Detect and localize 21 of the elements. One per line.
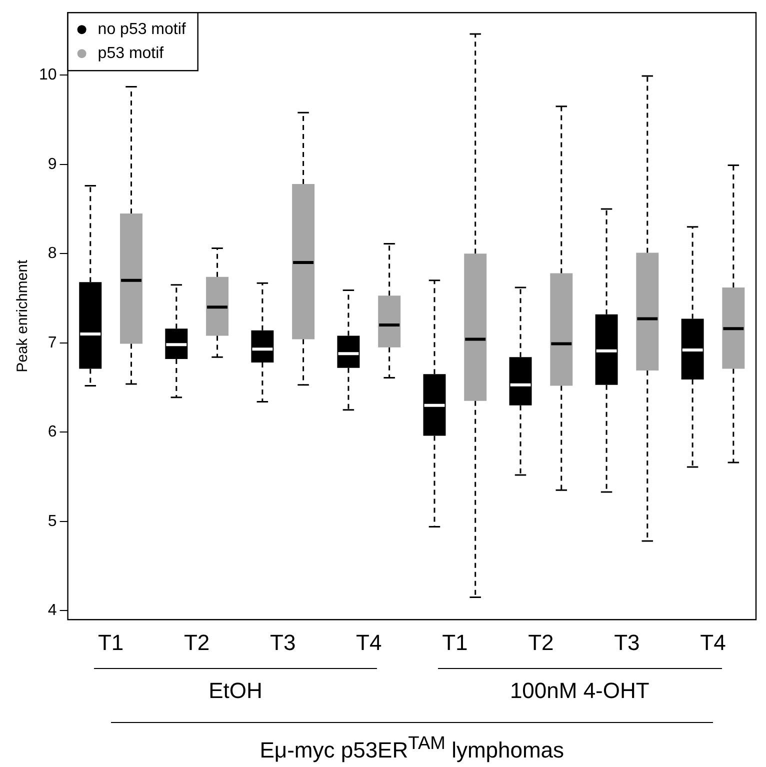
x-tick-label: T4 [356, 630, 382, 655]
y-tick-label: 7 [48, 334, 57, 352]
y-tick-label: 6 [48, 424, 57, 441]
text: 100nM 4-OHT [510, 678, 650, 704]
x-tick-label: T2 [184, 630, 210, 655]
x-axis-title: Eμ-myc p53ER$^{TAM}$ lymphomas [260, 732, 564, 764]
y-tick-label: 8 [48, 245, 57, 262]
y-tick-label: 5 [48, 512, 57, 530]
text: EtOH [208, 678, 262, 704]
x-tick-label: T4 [700, 630, 726, 655]
x-tick-label: T2 [528, 630, 554, 655]
x-tick-label: T3 [614, 630, 640, 655]
x-tick-label: T1 [98, 630, 124, 655]
y-tick-label: 10 [39, 66, 57, 84]
y-tick-label: 4 [48, 602, 57, 620]
x-tick-label: T3 [270, 630, 296, 655]
x-tick-label: T1 [442, 630, 468, 655]
legend-label: p53 motif [98, 45, 164, 62]
legend-label: no p53 motif [98, 21, 186, 38]
y-tick-label: 9 [48, 156, 57, 173]
y-axis-title: Peak enrichment [14, 258, 32, 372]
